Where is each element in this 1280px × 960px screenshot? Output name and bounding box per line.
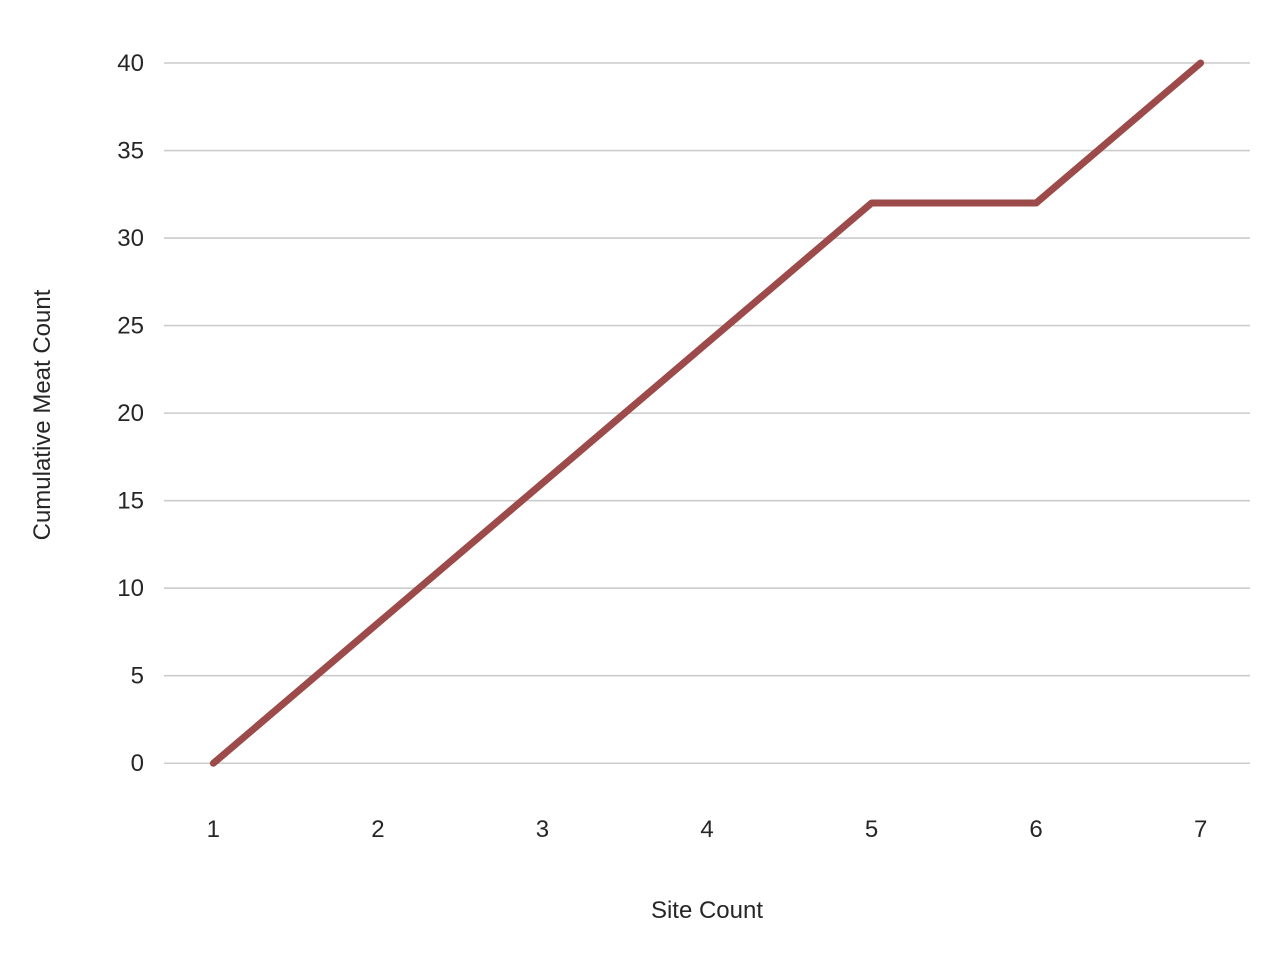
y-tick-label-5: 5 (131, 663, 144, 690)
x-axis-title: Site Count (651, 897, 763, 924)
series-line-0 (209, 59, 1205, 767)
y-tick-label-35: 35 (117, 138, 144, 165)
y-tick-label-10: 10 (117, 575, 144, 602)
x-tick-label-6: 6 (1029, 816, 1042, 843)
y-tick-label-40: 40 (117, 50, 144, 77)
x-axis-ticks: 1 2 3 4 5 6 7 (207, 816, 1208, 843)
y-tick-label-25: 25 (117, 313, 144, 340)
x-tick-label-1: 1 (207, 816, 220, 843)
y-axis-title: Cumulative Meat Count (29, 289, 56, 540)
y-axis-ticks: 0 5 10 15 20 25 30 35 40 (117, 50, 144, 777)
x-tick-label-2: 2 (371, 816, 384, 843)
x-tick-label-5: 5 (865, 816, 878, 843)
y-tick-label-0: 0 (131, 750, 144, 777)
y-tick-label-15: 15 (117, 488, 144, 515)
series-layer (209, 59, 1205, 767)
y-tick-label-30: 30 (117, 225, 144, 252)
x-tick-label-4: 4 (700, 816, 713, 843)
x-tick-label-7: 7 (1194, 816, 1207, 843)
y-tick-label-20: 20 (117, 400, 144, 427)
x-tick-label-3: 3 (536, 816, 549, 843)
grid-lines (164, 62, 1250, 765)
